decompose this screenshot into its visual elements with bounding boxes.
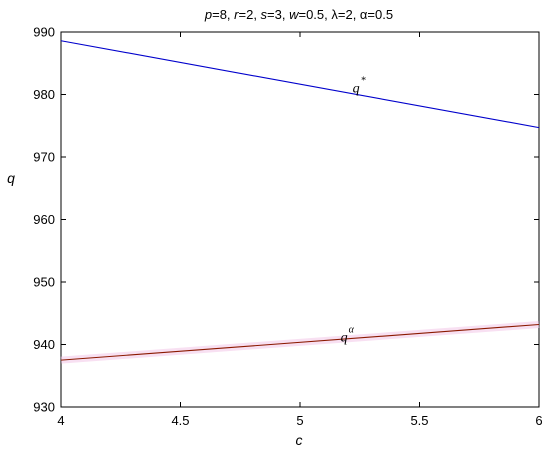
annotation-1: q <box>341 330 348 345</box>
title-part-4: s <box>261 7 268 22</box>
annotation-sup-0: * <box>361 76 366 87</box>
x-tick-label-4: 6 <box>535 413 542 428</box>
title-part-0: p <box>204 7 212 22</box>
title-part-7: =0.5, λ=2, α=0.5 <box>298 7 393 22</box>
title-part-2: r <box>234 7 239 22</box>
y-tick-label-5: 980 <box>33 87 55 102</box>
y-axis-label: q <box>7 170 15 186</box>
x-tick-label-0: 4 <box>57 413 64 428</box>
series-line-0 <box>60 40 540 129</box>
x-tick-label-1: 4.5 <box>171 413 189 428</box>
title-part-5: =3, <box>267 7 289 22</box>
annotation-0: q <box>353 82 360 97</box>
y-tick-label-3: 960 <box>33 212 55 227</box>
x-tick-label-2: 5 <box>296 413 303 428</box>
title-part-3: =2, <box>239 7 261 22</box>
annotation-sup-1: α <box>349 324 355 335</box>
y-tick-label-0: 930 <box>33 400 55 415</box>
y-tick-label-6: 990 <box>33 25 55 40</box>
x-tick-label-3: 5.5 <box>410 413 428 428</box>
plot-frame <box>60 31 540 408</box>
title-part-6: w <box>289 7 300 22</box>
x-axis-label: c <box>296 432 303 448</box>
chart-title: p=8, r=2, s=3, w=0.5, λ=2, α=0.5 <box>204 7 393 22</box>
title-part-1: =8, <box>212 7 234 22</box>
y-tick-label-2: 950 <box>33 275 55 290</box>
y-tick-label-1: 940 <box>33 337 55 352</box>
y-tick-label-4: 970 <box>33 150 55 165</box>
series-line-1 <box>60 323 540 361</box>
